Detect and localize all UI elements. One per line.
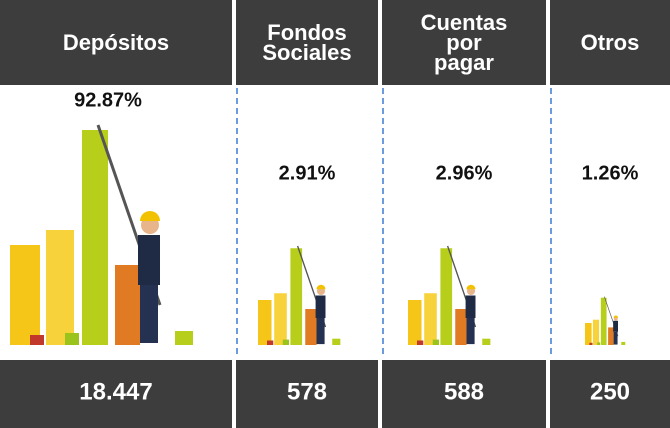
body (613, 321, 618, 332)
legs (317, 318, 325, 344)
header-text: Otros (581, 30, 640, 55)
shape (10, 245, 40, 345)
can (417, 341, 423, 346)
helmet (467, 285, 476, 290)
infographic: Depósitos92.87%18.447FondosSociales2.91%… (0, 0, 670, 428)
shape (585, 323, 592, 345)
value-label: 18.447 (79, 378, 152, 405)
can (597, 342, 600, 345)
legs (467, 318, 475, 344)
shape (290, 248, 302, 345)
can (30, 335, 44, 345)
header-text: Sociales (262, 40, 351, 65)
header-text: pagar (434, 50, 494, 75)
helmet (614, 316, 618, 318)
illustration (408, 246, 490, 345)
shape (46, 230, 74, 345)
illustration (10, 125, 193, 345)
can (65, 333, 79, 345)
value-label: 250 (590, 378, 630, 405)
shape (274, 293, 287, 345)
body (138, 235, 160, 285)
can (589, 343, 592, 345)
shape (593, 320, 599, 345)
can (433, 340, 439, 345)
percent-label: 2.91% (279, 162, 336, 184)
shape (608, 327, 614, 345)
body (466, 296, 476, 319)
shape (305, 309, 316, 345)
percent-label: 1.26% (582, 162, 639, 184)
can (175, 331, 193, 345)
shape (115, 265, 140, 345)
legs (140, 285, 158, 343)
percent-label: 92.87% (74, 89, 142, 111)
shape (408, 300, 422, 345)
helmet (140, 211, 160, 221)
body (316, 296, 326, 319)
shape (258, 300, 272, 345)
legs (614, 332, 618, 345)
header-text: Depósitos (63, 30, 169, 55)
can (283, 340, 289, 345)
shape (82, 130, 108, 345)
illustration (258, 246, 340, 345)
can (267, 341, 273, 346)
shape (601, 298, 607, 345)
helmet (317, 285, 326, 290)
value-label: 578 (287, 378, 327, 405)
shape (440, 248, 452, 345)
illustration (585, 297, 625, 345)
can (621, 342, 625, 345)
shape (424, 293, 437, 345)
can (332, 339, 340, 345)
value-label: 588 (444, 378, 484, 405)
can (482, 339, 490, 345)
percent-label: 2.96% (436, 162, 493, 184)
shape (455, 309, 466, 345)
